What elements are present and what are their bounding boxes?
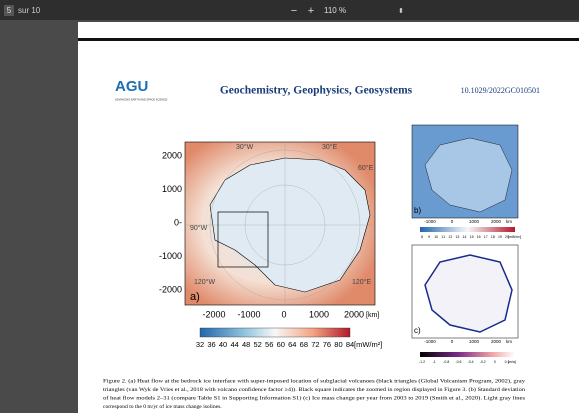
- colorbar-label: 12: [448, 235, 452, 239]
- logo-sub: ADVANCING EARTH AND SPACE SCIENCE: [115, 98, 168, 102]
- x-tick-label: 2000: [344, 309, 364, 319]
- panel-label: b): [414, 206, 421, 215]
- colorbar-label: 64: [288, 340, 296, 349]
- x-tick-label: 0: [451, 339, 454, 344]
- caption-line: Figure 2. (a) Heat flow at the bedrock i…: [103, 377, 525, 384]
- colorbar-label: 32: [196, 340, 204, 349]
- colorbar-label: 17: [484, 235, 488, 239]
- x-unit: [km]: [366, 312, 379, 319]
- caption-line: correspond to the 0 m/yr of ice mass cha…: [103, 403, 222, 410]
- colorbar-label: 14: [463, 235, 467, 239]
- x-tick-label: -1000: [424, 339, 436, 344]
- meridian-label: 120°W: [194, 278, 215, 286]
- colorbar-label: 8: [421, 235, 423, 239]
- colorbar-label: 18: [491, 235, 495, 239]
- page-number[interactable]: 5: [7, 6, 12, 15]
- colorbar-c: [420, 352, 515, 357]
- antarctica-c: [424, 254, 513, 333]
- colorbar-label: 36: [207, 340, 215, 349]
- colorbar-label: 44: [230, 340, 238, 349]
- doi: 10.1029/2022GC010501: [461, 86, 540, 95]
- meridian-label: 30°E: [322, 143, 338, 151]
- colorbar-label: 15: [470, 235, 474, 239]
- colorbar-label: -1.2: [419, 360, 425, 364]
- colorbar-label: 20: [505, 235, 509, 239]
- y-tick-label: 2000: [162, 150, 182, 160]
- colorbar-label: 60: [277, 340, 285, 349]
- caption-line: of heat flow models 2–31 (compare Table …: [103, 394, 525, 401]
- colorbar-label: -0.8: [443, 360, 449, 364]
- meridian-label: 90°W: [190, 224, 208, 232]
- zoom-in[interactable]: +: [308, 5, 314, 17]
- x-tick-label: 2000: [491, 219, 502, 224]
- colorbar-label: -0.2: [480, 360, 486, 364]
- colorbar-b: [420, 227, 515, 232]
- colorbar-label: -0.4: [468, 360, 474, 364]
- antarctica-b: [424, 137, 513, 213]
- colorbar-label: -1: [433, 360, 436, 364]
- page-count: sur 10: [18, 6, 41, 15]
- colorbar-label: 19: [498, 235, 502, 239]
- toolbar: [0, 0, 579, 20]
- colorbar-unit: [m/a]: [508, 360, 516, 364]
- caption-line: triangles (van Wyk de Vries et al., 2018…: [103, 386, 525, 393]
- x-tick-label: 1000: [469, 219, 480, 224]
- x-tick-label: 2000: [491, 339, 502, 344]
- x-tick-label: 0: [451, 219, 454, 224]
- journal: Geochemistry, Geophysics, Geosystems: [220, 85, 413, 97]
- y-tick-label: 1000: [162, 184, 182, 194]
- colorbar-label: 72: [311, 340, 319, 349]
- colorbar-label: -0.6: [455, 360, 461, 364]
- colorbar-label: 76: [323, 340, 331, 349]
- colorbar-label: 68: [300, 340, 308, 349]
- panel-label: a): [190, 291, 200, 303]
- meridian-label: 30°W: [236, 143, 254, 151]
- colorbar-unit: [mW/m²]: [508, 235, 521, 239]
- colorbar-label: 0: [494, 360, 496, 364]
- colorbar-label: 13: [455, 235, 459, 239]
- zoom-box: [217, 211, 269, 268]
- zoom-arrow[interactable]: ⬍: [398, 7, 404, 15]
- x-tick-label: 1000: [309, 309, 329, 319]
- colorbar-label: 80: [334, 340, 342, 349]
- x-unit: km: [506, 219, 512, 224]
- colorbar-label: 16: [477, 235, 481, 239]
- meridian-label: 120°E: [352, 278, 371, 286]
- y-tick-label: -1000: [159, 251, 182, 261]
- graticule: [185, 142, 375, 305]
- x-tick-label: -1000: [237, 309, 260, 319]
- top-rule: [78, 38, 579, 41]
- colorbar-label: 10: [434, 235, 438, 239]
- y-tick-label: 0-: [174, 217, 182, 227]
- x-tick-label: -1000: [424, 219, 436, 224]
- colorbar-label: 9: [428, 235, 430, 239]
- x-tick-label: 0: [281, 309, 286, 319]
- panel-label: c): [414, 326, 421, 335]
- colorbar-label: 48: [242, 340, 250, 349]
- page-input[interactable]: [4, 5, 14, 16]
- colorbar-label: 84: [346, 340, 354, 349]
- colorbar-label: 40: [219, 340, 227, 349]
- colorbar-label: 0.1: [505, 360, 510, 364]
- colorbar-label: 56: [265, 340, 273, 349]
- x-unit: km: [506, 339, 512, 344]
- colorbar-a: [199, 327, 351, 338]
- colorbar-label: 11: [441, 235, 445, 239]
- x-tick-label: 1000: [469, 339, 480, 344]
- x-tick-label: -2000: [202, 309, 225, 319]
- zoom-out[interactable]: −: [291, 5, 297, 17]
- colorbar-unit: [mW/m²]: [354, 340, 382, 349]
- zoom-select[interactable]: 110 %: [324, 6, 346, 15]
- colorbar-label: 52: [254, 340, 262, 349]
- logo: AGU: [115, 78, 148, 95]
- meridian-label: 60°E: [358, 164, 374, 172]
- y-tick-label: -2000: [159, 284, 182, 294]
